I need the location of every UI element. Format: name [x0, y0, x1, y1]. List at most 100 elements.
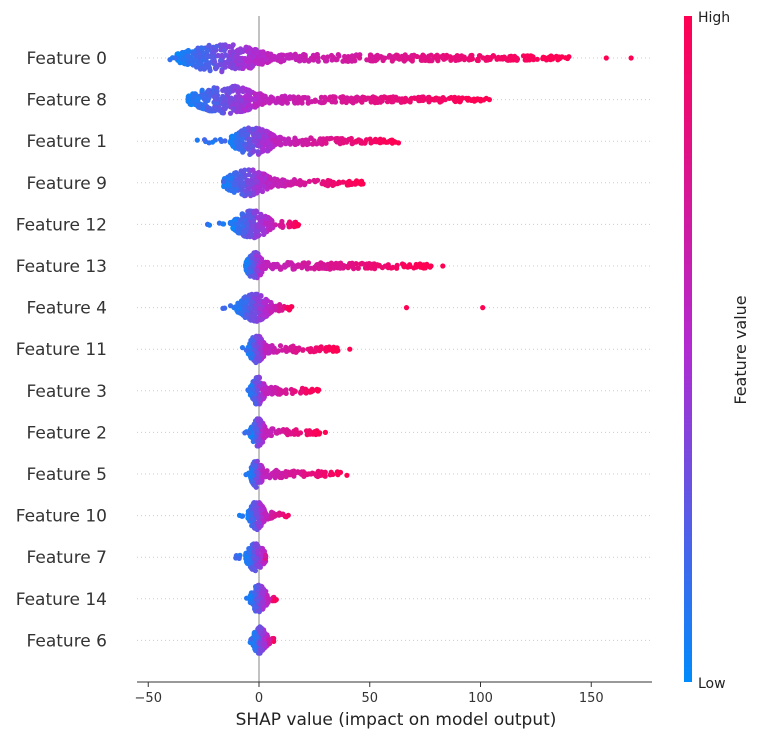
- shap-point: [286, 306, 292, 312]
- shap-point: [251, 274, 257, 280]
- shap-point: [372, 100, 378, 106]
- shap-point: [255, 584, 261, 590]
- shap-point: [416, 98, 422, 104]
- shap-point: [486, 97, 492, 103]
- shap-point: [300, 140, 306, 146]
- shap-point: [272, 390, 278, 396]
- shap-point: [273, 597, 279, 603]
- shap-point: [259, 140, 265, 146]
- shap-point: [209, 139, 216, 145]
- shap-point: [251, 482, 257, 488]
- shap-point: [219, 61, 225, 67]
- shap-point: [247, 54, 253, 60]
- shap-point: [234, 84, 241, 90]
- shap-point: [340, 140, 346, 146]
- shap-point: [219, 138, 225, 144]
- shap-point: [257, 501, 264, 507]
- shap-point: [349, 260, 355, 266]
- shap-point: [253, 556, 259, 562]
- shap-point: [273, 305, 279, 311]
- shap-point: [355, 179, 361, 186]
- shap-point: [259, 177, 265, 183]
- x-axis-title: SHAP value (impact on model output): [236, 710, 557, 730]
- shap-point: [239, 191, 245, 197]
- shap-point: [264, 298, 271, 304]
- shap-point: [243, 262, 249, 268]
- shap-point: [438, 98, 445, 104]
- shap-point: [392, 55, 398, 61]
- shap-point: [305, 260, 312, 266]
- shap-point: [215, 52, 221, 59]
- shap-point: [318, 346, 325, 352]
- feature-label: Feature 7: [27, 548, 107, 568]
- shap-point: [228, 140, 234, 146]
- shap-point: [263, 553, 269, 559]
- shap-point: [322, 473, 328, 479]
- shap-point: [241, 230, 247, 236]
- shap-point: [459, 95, 466, 101]
- shap-point: [234, 101, 240, 107]
- shap-point: [244, 312, 250, 318]
- shap-point: [525, 54, 531, 60]
- shap-point: [250, 210, 257, 216]
- feature-label: Feature 4: [27, 299, 107, 319]
- feature-label: Feature 1: [27, 132, 107, 152]
- shap-point: [355, 265, 361, 271]
- shap-point: [276, 52, 282, 59]
- shap-point: [283, 514, 289, 520]
- shap-point: [297, 180, 303, 186]
- shap-point: [248, 337, 254, 343]
- shap-point: [248, 89, 254, 95]
- feature-label: Feature 0: [27, 49, 107, 69]
- shap-point: [246, 305, 252, 311]
- shap-point: [195, 96, 201, 102]
- shap-point: [446, 95, 452, 101]
- shap-point: [221, 101, 228, 107]
- shap-point: [252, 291, 259, 297]
- shap-point: [228, 187, 234, 193]
- shap-point: [249, 232, 255, 238]
- shap-point: [257, 628, 263, 634]
- shap-point: [256, 134, 262, 140]
- shap-point: [270, 96, 276, 102]
- shap-point: [184, 53, 190, 59]
- shap-point: [214, 88, 220, 94]
- shap-point: [204, 89, 210, 95]
- shap-point: [317, 430, 323, 436]
- shap-point: [265, 390, 271, 397]
- shap-point: [367, 136, 373, 142]
- shap-point: [269, 132, 275, 138]
- shap-point: [255, 215, 261, 221]
- feature-label: Feature 10: [16, 507, 107, 527]
- shap-point: [380, 55, 386, 61]
- shap-point: [308, 389, 315, 395]
- shap-point: [290, 266, 296, 272]
- shap-point: [514, 56, 521, 62]
- shap-point: [344, 472, 350, 478]
- shap-point: [269, 183, 275, 189]
- shap-point: [268, 432, 274, 439]
- shap-point: [334, 345, 340, 351]
- shap-point: [254, 268, 260, 274]
- shap-point: [336, 53, 342, 59]
- shap-point: [253, 47, 259, 53]
- shap-point: [308, 135, 314, 142]
- shap-point: [312, 428, 318, 435]
- shap-point: [264, 215, 270, 221]
- shap-point: [246, 550, 252, 556]
- shap-point: [188, 56, 194, 62]
- shap-point: [222, 42, 228, 48]
- shap-point: [261, 549, 267, 555]
- shap-point: [259, 647, 265, 654]
- shap-point: [280, 388, 286, 394]
- shap-point: [277, 343, 284, 349]
- shap-point: [235, 89, 241, 95]
- shap-point: [292, 141, 299, 147]
- shap-point: [250, 190, 256, 197]
- shap-point: [205, 97, 211, 103]
- shap-point: [304, 388, 310, 394]
- shap-point: [321, 179, 327, 185]
- shap-point: [419, 57, 425, 63]
- shap-point: [385, 95, 391, 101]
- shap-point: [320, 55, 326, 61]
